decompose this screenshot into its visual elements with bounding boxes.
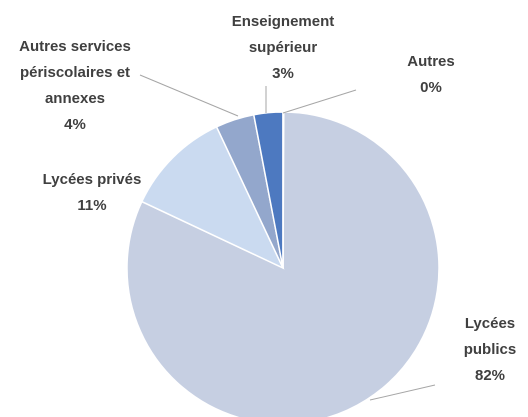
slice-label: Lycées privés 11% xyxy=(22,167,162,219)
slice-label: Enseignement supérieur 3% xyxy=(213,9,353,87)
category-name: Lycées publics xyxy=(463,315,517,358)
category-name: Enseignement supérieur xyxy=(231,13,335,56)
value-label: 11% xyxy=(77,197,107,214)
pie-slice xyxy=(140,125,285,270)
category-name: Autres services périscolaires et annexes xyxy=(19,38,131,107)
value-label: 82% xyxy=(474,367,506,384)
leader-line xyxy=(139,74,239,117)
slice-label: Autres 0% xyxy=(391,49,471,101)
value-label: 0% xyxy=(420,79,442,96)
value-label: 4% xyxy=(64,116,86,133)
leader-line xyxy=(369,384,436,401)
pie-slice xyxy=(282,111,285,269)
category-name: Lycées privés xyxy=(42,171,142,188)
slice-label: Autres services périscolaires et annexes… xyxy=(0,34,150,138)
leader-line xyxy=(282,89,357,114)
value-label: 3% xyxy=(272,65,294,82)
slice-label: Lycées publics 82% xyxy=(450,311,528,389)
category-name: Autres xyxy=(407,53,455,70)
